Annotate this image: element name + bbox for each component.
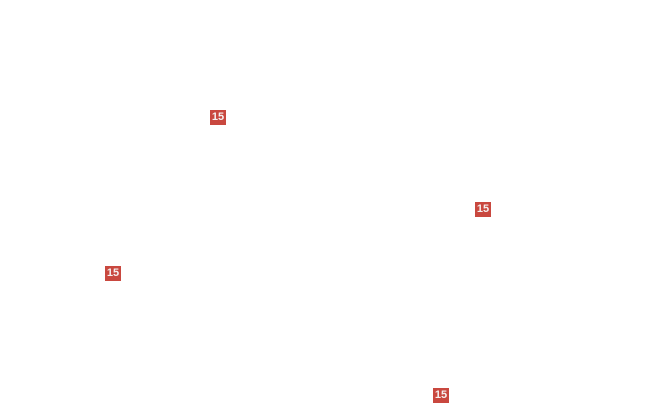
cluster-marker-badge[interactable]: 15 — [105, 266, 121, 281]
cluster-marker-badge[interactable]: 15 — [475, 202, 491, 217]
cluster-marker-badge[interactable]: 15 — [210, 110, 226, 125]
cluster-marker-badge[interactable]: 15 — [433, 388, 449, 403]
